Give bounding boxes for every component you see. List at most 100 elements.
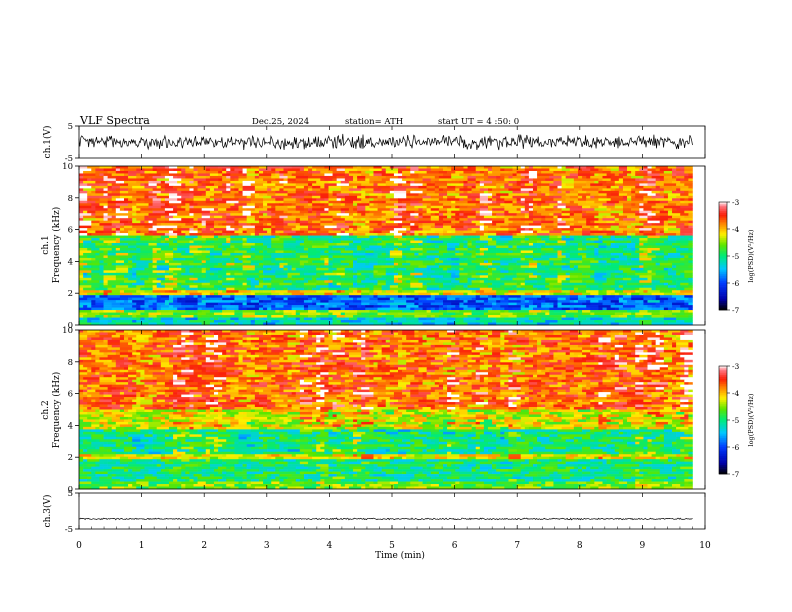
spectrogram-cell: [688, 302, 693, 306]
spectrogram-cell: [115, 235, 125, 239]
spectrogram-cell: [242, 255, 252, 259]
spectrogram-cell: [201, 260, 207, 264]
spectrogram-cell: [598, 255, 603, 259]
spectrogram-cell: [103, 330, 117, 333]
spectrogram-cell: [582, 247, 587, 251]
spectrogram-cell: [655, 257, 665, 261]
spectrogram-cell: [267, 302, 276, 306]
spectrogram-cell: [275, 290, 288, 293]
spectrogram-cell: [688, 195, 693, 199]
spectrogram-cell: [299, 220, 309, 224]
spectrogram-cell: [275, 322, 284, 326]
spectrogram-cell: [573, 180, 587, 184]
spectrogram-cell: [426, 310, 432, 313]
spectrogram-cell: [213, 317, 219, 321]
spectrogram-cell: [136, 317, 141, 321]
spectrogram-cell: [320, 223, 333, 226]
spectrogram-cell: [258, 220, 272, 224]
spectrogram-cell: [173, 215, 186, 219]
spectrogram-cell: [451, 215, 464, 219]
spectrogram-cell: [308, 185, 313, 189]
spectrogram-cell: [402, 235, 407, 239]
spectrogram-cell: [479, 220, 493, 224]
spectrogram-cell: [635, 210, 640, 214]
spectrogram-cell: [483, 190, 489, 194]
spectrogram-cell: [173, 317, 186, 321]
spectrogram-cell: [418, 280, 432, 284]
spectrogram-cell: [209, 195, 223, 199]
spectrogram-cell: [140, 235, 153, 239]
spectrogram-cell: [119, 183, 129, 187]
spectrogram-cell: [672, 208, 677, 212]
spectrogram-cell: [193, 238, 207, 241]
spectrogram-cell: [283, 195, 292, 199]
spectrogram-cell: [549, 287, 562, 291]
spectrogram-cell: [577, 220, 587, 224]
spectrogram-cell: [103, 255, 108, 259]
spectrogram-cell: [328, 317, 333, 321]
spectrogram-cell: [606, 173, 616, 177]
spectrogram-cell: [475, 300, 485, 303]
colorbar-segment: [719, 248, 727, 251]
spectrogram-cell: [610, 243, 616, 246]
spectrogram-cell: [201, 210, 211, 214]
spectrogram-cell: [320, 193, 329, 197]
spectrogram-cell: [119, 295, 129, 298]
spectrogram-cell: [463, 168, 477, 172]
spectrogram-cell: [569, 257, 583, 261]
spectrogram-cell: [299, 292, 305, 296]
spectrogram-cell: [672, 275, 685, 279]
spectrogram-cell: [455, 233, 464, 236]
spectrogram-cell: [508, 250, 513, 254]
spectrogram-cell: [283, 218, 297, 221]
spectrogram-cell: [557, 270, 571, 274]
spectrogram-cell: [422, 203, 427, 207]
spectrogram-cell: [639, 322, 652, 326]
spectrogram-cell: [369, 243, 378, 246]
spectrogram-cell: [144, 223, 149, 226]
spectrogram-cell: [185, 310, 194, 313]
spectrogram-cell: [148, 205, 162, 209]
spectrogram-cell: [549, 260, 554, 264]
spectrogram-cell: [618, 292, 628, 296]
spectrogram-cell: [512, 225, 522, 229]
spectrogram-cell: [532, 252, 542, 256]
spectrogram-cell: [218, 173, 223, 177]
spectrogram-cell: [680, 180, 693, 184]
spectrogram-cell: [680, 185, 685, 189]
spectrogram-cell: [205, 168, 211, 172]
spectrogram-cell: [680, 228, 693, 231]
spectrogram-cell: [655, 262, 661, 266]
spectrogram-cell: [205, 183, 215, 187]
spectrogram-cell: [250, 255, 256, 259]
spectrogram-cell: [496, 198, 505, 202]
spectrogram-cell: [418, 292, 432, 296]
spectrogram-cell: [250, 233, 256, 236]
spectrogram-cell: [598, 225, 611, 229]
spectrogram-cell: [181, 238, 194, 241]
spectrogram-cell: [209, 297, 223, 301]
spectrogram-cell: [230, 230, 235, 234]
spectrogram-cell: [443, 292, 452, 296]
spectrogram-cell: [443, 252, 456, 256]
colorbar-segment: [719, 239, 727, 242]
spectrogram-cell: [246, 223, 252, 226]
spectrogram-cell: [385, 270, 395, 274]
spectrogram-cell: [688, 250, 693, 254]
spectrogram-cell: [173, 208, 186, 212]
spectrogram-cell: [250, 300, 260, 303]
spectrogram-cell: [643, 250, 648, 254]
spectrogram-cell: [320, 240, 329, 244]
spectrogram-cell: [545, 218, 558, 221]
spectrogram-cell: [508, 210, 522, 214]
spectrogram-cell: [328, 300, 342, 303]
spectrogram-cell: [410, 170, 415, 174]
spectrogram-cell: [414, 270, 427, 274]
spectrogram-cell: [205, 280, 211, 284]
spectrogram-cell: [398, 238, 407, 241]
spectrogram-cell: [553, 178, 562, 182]
spectrogram-cell: [197, 180, 202, 184]
spectrogram-cell: [487, 195, 493, 199]
spectrogram-cell: [95, 180, 108, 184]
spectrogram-cell: [234, 267, 243, 271]
